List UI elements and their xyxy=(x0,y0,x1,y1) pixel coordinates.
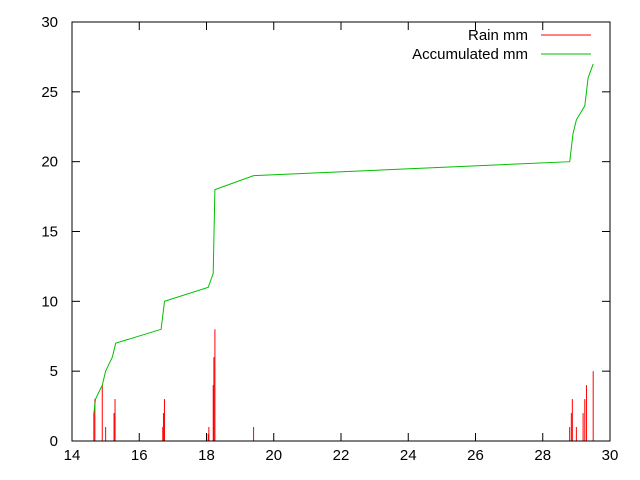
accumulated-line xyxy=(93,63,594,414)
x-tick-label: 26 xyxy=(467,447,484,464)
y-tick-label: 25 xyxy=(41,84,58,101)
plot-marks xyxy=(93,63,594,441)
x-tick-label: 16 xyxy=(131,447,148,464)
y-tick-label: 30 xyxy=(41,14,58,31)
x-tick-label: 24 xyxy=(400,447,417,464)
x-tick-label: 30 xyxy=(602,447,619,464)
x-tick-label: 14 xyxy=(64,447,81,464)
x-tick-label: 22 xyxy=(333,447,350,464)
legend-label-accumulated: Accumulated mm xyxy=(412,46,528,63)
y-tick-label: 15 xyxy=(41,224,58,241)
x-tick-label: 20 xyxy=(265,447,282,464)
y-tick-label: 0 xyxy=(50,433,58,450)
y-tick-label: 20 xyxy=(41,154,58,171)
legend-label-rain: Rain mm xyxy=(468,27,528,44)
axis-ticks: 14 16 18 20 22 24 26 28 30 0 5 10 15 20 25 30 xyxy=(41,14,618,464)
x-tick-label: 28 xyxy=(534,447,551,464)
legend: Rain mm Accumulated mm xyxy=(412,27,591,63)
y-tick-label: 10 xyxy=(41,293,58,310)
y-tick-label: 5 xyxy=(50,363,58,380)
x-tick-label: 18 xyxy=(198,447,215,464)
